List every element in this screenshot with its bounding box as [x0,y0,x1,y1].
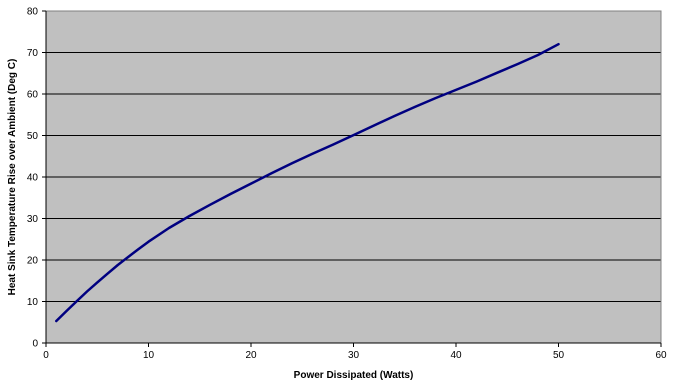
data-point [168,227,170,229]
y-tick-label: 20 [27,256,39,267]
data-point [475,80,478,83]
data-point [137,248,140,251]
data-point [96,281,99,284]
y-tick-label: 40 [27,173,39,184]
x-tick-label: 60 [655,350,667,361]
data-point [455,88,457,91]
x-tick-label: 0 [43,350,49,361]
data-point [291,162,293,165]
data-point [188,215,191,217]
y-axis-ticks: 0 10 20 30 40 50 60 70 80 [27,7,46,350]
data-point [414,105,416,108]
x-axis-title: Power Dissipated (Watts) [294,370,414,381]
series-layer [55,42,560,323]
data-point [311,152,314,155]
x-tick-label: 10 [143,350,155,361]
data-point [434,97,437,100]
data-point [393,115,396,117]
data-point [352,134,355,136]
data-point [557,43,560,46]
data-point [516,63,519,66]
data-point [537,54,539,56]
data-point [116,264,119,266]
y-tick-label: 10 [27,297,39,308]
y-tick-label: 0 [32,339,38,350]
x-tick-label: 50 [553,350,565,361]
data-point [229,193,232,195]
x-tick-label: 30 [348,350,360,361]
y-tick-label: 70 [27,48,39,59]
data-point [75,300,78,302]
y-tick-label: 30 [27,214,39,225]
y-tick-label: 80 [27,7,39,18]
data-point [86,290,88,293]
x-tick-label: 20 [245,350,257,361]
data-point [332,143,334,146]
data-point [106,272,109,275]
data-point [65,310,68,312]
data-point [250,182,252,185]
y-tick-label: 50 [27,131,39,142]
y-axis-title: Heat Sink Temperature Rise over Ambient … [7,59,18,296]
x-tick-label: 40 [450,350,462,361]
data-point [55,320,58,322]
data-point [270,172,273,175]
series-line [55,42,560,323]
data-point [496,71,498,74]
data-point [373,124,375,127]
x-axis-ticks: 0 10 20 30 40 50 60 [43,343,667,361]
data-point [147,240,150,243]
y-tick-label: 60 [27,90,39,101]
data-point [127,256,129,258]
data-point [209,203,211,206]
